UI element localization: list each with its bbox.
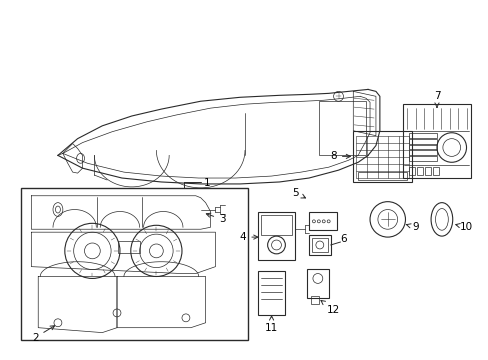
Text: 7: 7	[433, 91, 439, 107]
Bar	[408, 133, 436, 138]
Bar	[432, 167, 438, 175]
Text: 1: 1	[204, 178, 210, 188]
Bar	[306, 269, 328, 298]
Text: 3: 3	[206, 213, 225, 224]
Bar	[402, 104, 470, 178]
Text: 9: 9	[406, 222, 418, 232]
Bar	[352, 131, 411, 182]
Bar	[408, 167, 414, 175]
Bar	[416, 167, 422, 175]
Bar	[408, 156, 436, 161]
Bar	[408, 145, 436, 149]
Text: 6: 6	[340, 234, 346, 244]
Text: 8: 8	[329, 151, 350, 161]
Text: 10: 10	[455, 222, 472, 232]
Bar	[308, 235, 330, 255]
Bar	[260, 215, 292, 235]
Bar	[318, 101, 366, 156]
Text: 11: 11	[264, 316, 278, 333]
Bar	[257, 271, 285, 315]
Bar	[310, 296, 318, 304]
Bar	[408, 139, 436, 144]
Text: 5: 5	[291, 188, 305, 198]
Bar	[358, 172, 407, 180]
Bar	[311, 238, 327, 252]
Bar	[118, 241, 140, 253]
Bar	[424, 167, 430, 175]
Text: 4: 4	[239, 232, 257, 242]
Text: 12: 12	[320, 301, 340, 315]
Bar	[308, 212, 336, 230]
Bar	[257, 212, 295, 260]
Bar	[408, 150, 436, 156]
Bar	[21, 188, 247, 341]
Text: 2: 2	[32, 326, 55, 342]
